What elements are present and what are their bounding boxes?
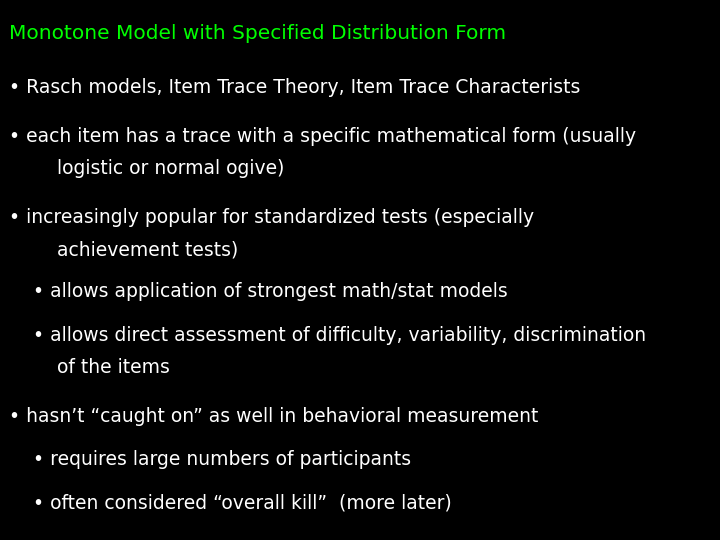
Text: of the items: of the items: [9, 358, 169, 377]
Text: logistic or normal ogive): logistic or normal ogive): [9, 159, 284, 178]
Text: Monotone Model with Specified Distribution Form: Monotone Model with Specified Distributi…: [9, 24, 505, 43]
Text: • often considered “overall kill”  (more later): • often considered “overall kill” (more …: [9, 493, 451, 512]
Text: • allows direct assessment of difficulty, variability, discrimination: • allows direct assessment of difficulty…: [9, 326, 646, 345]
Text: • allows application of strongest math/stat models: • allows application of strongest math/s…: [9, 282, 508, 301]
Text: • requires large numbers of participants: • requires large numbers of participants: [9, 450, 411, 469]
Text: • hasn’t “caught on” as well in behavioral measurement: • hasn’t “caught on” as well in behavior…: [9, 407, 538, 426]
Text: • increasingly popular for standardized tests (especially: • increasingly popular for standardized …: [9, 208, 534, 227]
Text: • Rasch models, Item Trace Theory, Item Trace Characterists: • Rasch models, Item Trace Theory, Item …: [9, 78, 580, 97]
Text: • each item has a trace with a specific mathematical form (usually: • each item has a trace with a specific …: [9, 127, 636, 146]
Text: achievement tests): achievement tests): [9, 240, 238, 259]
